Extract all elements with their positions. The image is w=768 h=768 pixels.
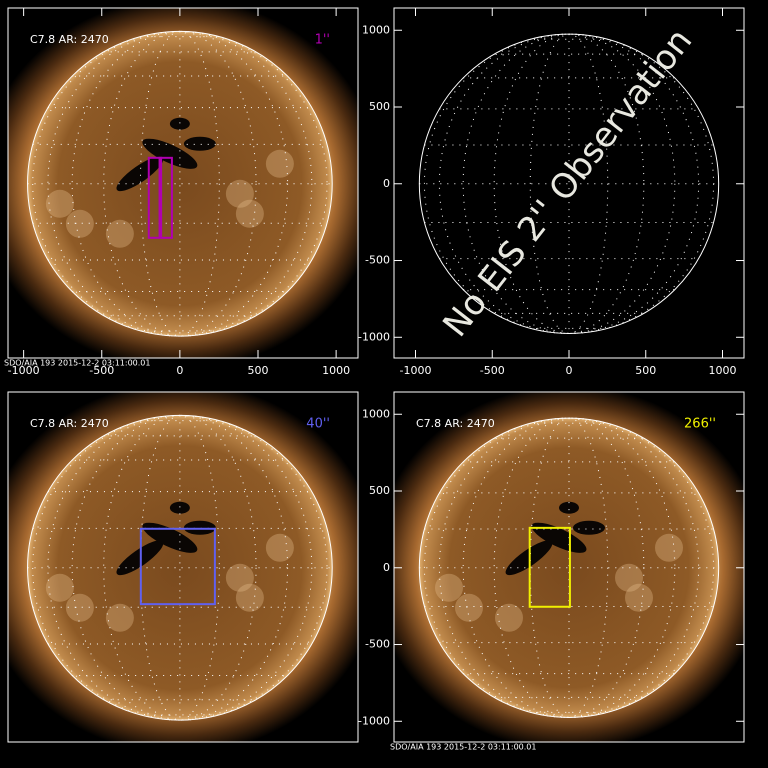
coronal-hole (142, 138, 198, 169)
bright-region (435, 573, 463, 602)
y-tick-label: 500 (369, 100, 390, 113)
y-tick-label: -1000 (358, 330, 390, 343)
coronal-hole (169, 501, 190, 514)
y-tick-label: 500 (369, 484, 390, 497)
bright-region (615, 563, 643, 592)
sun-image (418, 33, 720, 334)
no-observation-note: No EIS 2'' Observation (435, 21, 700, 344)
bright-region (625, 583, 653, 612)
panel: C7.8 AR: 2470 40'' (7, 391, 359, 743)
coronal-hole (116, 156, 164, 192)
sun-image (8, 392, 358, 742)
eis-box (158, 156, 173, 239)
y-tick-label: 0 (383, 177, 390, 190)
resolution-label: 1'' (315, 33, 330, 48)
graticule (47, 30, 313, 337)
bright-region (235, 199, 264, 228)
resolution-label: 40'' (306, 417, 330, 432)
x-tick-label: -1000 (400, 364, 432, 377)
frame (7, 7, 359, 359)
disk (27, 415, 333, 721)
bright-region (45, 189, 74, 218)
eis-box (139, 527, 216, 606)
panel-title: C7.8 AR: 2470 (30, 33, 109, 46)
y-tick-label: -500 (365, 638, 390, 651)
graticule (462, 417, 676, 718)
x-tick-label: 0 (566, 364, 573, 377)
x-tick-label: -1000 (8, 364, 40, 377)
panel-title: C7.8 AR: 2470 (416, 417, 495, 430)
x-tick-label: -500 (480, 364, 505, 377)
panel-title: C7.8 AR: 2470 (30, 417, 109, 430)
image-footer: SDO/AIA 193 2015-12-2 03:11:00.01 (390, 743, 537, 752)
bright-region (655, 533, 683, 562)
eis-box (147, 156, 163, 239)
x-tick-label: 0 (176, 364, 183, 377)
y-tick-label: -500 (365, 254, 390, 267)
coronal-hole (531, 522, 587, 553)
eis-box (528, 526, 571, 608)
y-tick-label: 1000 (362, 23, 390, 36)
bright-region (455, 593, 483, 622)
resolution-label: 266'' (684, 417, 716, 432)
coronal-hole (573, 520, 605, 535)
image-footer: SDO/AIA 193 2015-12-2 03:11:00.01 (4, 359, 151, 368)
x-tick-label: 500 (635, 364, 656, 377)
y-tick-label: -1000 (358, 714, 390, 727)
panel: -1000 -500 0 500 1000 -1000 -500 0 500 1000 No EIS… (358, 7, 745, 377)
bright-region (45, 573, 74, 602)
bright-region (105, 603, 134, 632)
graticule (47, 414, 313, 721)
bright-region (265, 149, 294, 178)
graticule (32, 414, 328, 721)
bright-region (225, 179, 254, 208)
x-tick-label: 1000 (322, 364, 350, 377)
graticule (32, 30, 328, 337)
panel: -1000 -500 0 500 1000 C7.8 AR: 2470 1'' SDO/AIA… (4, 7, 359, 377)
x-tick-label: 500 (248, 364, 269, 377)
sun-image (8, 8, 358, 358)
x-tick-label: 1000 (709, 364, 737, 377)
frame (393, 391, 745, 743)
bright-region (65, 209, 94, 238)
coronal-hole (142, 522, 198, 553)
frame (7, 391, 359, 743)
graticule (462, 33, 676, 334)
y-tick-label: 0 (383, 561, 390, 574)
x-tick-label: -500 (89, 364, 114, 377)
coronal-hole (559, 501, 579, 514)
panel: -1000 -500 0 500 1000 C7.8 AR: 2470 266'' SDO/A… (358, 391, 745, 752)
coronal-hole (169, 117, 190, 130)
bright-region (235, 583, 264, 612)
coronal-hole (183, 520, 216, 535)
bright-region (225, 563, 254, 592)
bright-region (265, 533, 294, 562)
y-tick-label: 1000 (362, 407, 390, 420)
bright-region (495, 603, 523, 632)
disk (27, 31, 333, 337)
bright-region (65, 593, 94, 622)
bright-region (105, 219, 134, 248)
coronal-hole (183, 136, 216, 151)
